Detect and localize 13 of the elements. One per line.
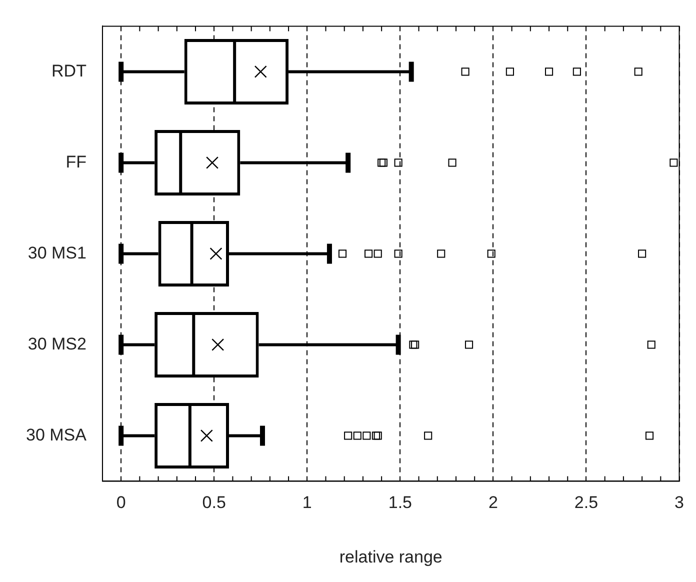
x-tick-label: 0 xyxy=(116,493,126,512)
x-tick-label: 2.5 xyxy=(574,493,598,512)
x-tick-label: 1.5 xyxy=(388,493,412,512)
x-axis-title: relative range xyxy=(339,547,442,566)
y-tick-label: RDT xyxy=(52,61,86,80)
x-tick-label: 2 xyxy=(488,493,498,512)
x-tick-label: 1 xyxy=(302,493,312,512)
y-tick-label: 30 MS2 xyxy=(28,334,86,354)
y-tick-label: FF xyxy=(66,152,86,172)
y-tick-label: 30 MS1 xyxy=(28,243,86,262)
x-tick-label: 3 xyxy=(674,493,684,512)
x-tick-label: 0.5 xyxy=(202,493,226,512)
y-tick-label: 30 MSA xyxy=(26,425,88,444)
